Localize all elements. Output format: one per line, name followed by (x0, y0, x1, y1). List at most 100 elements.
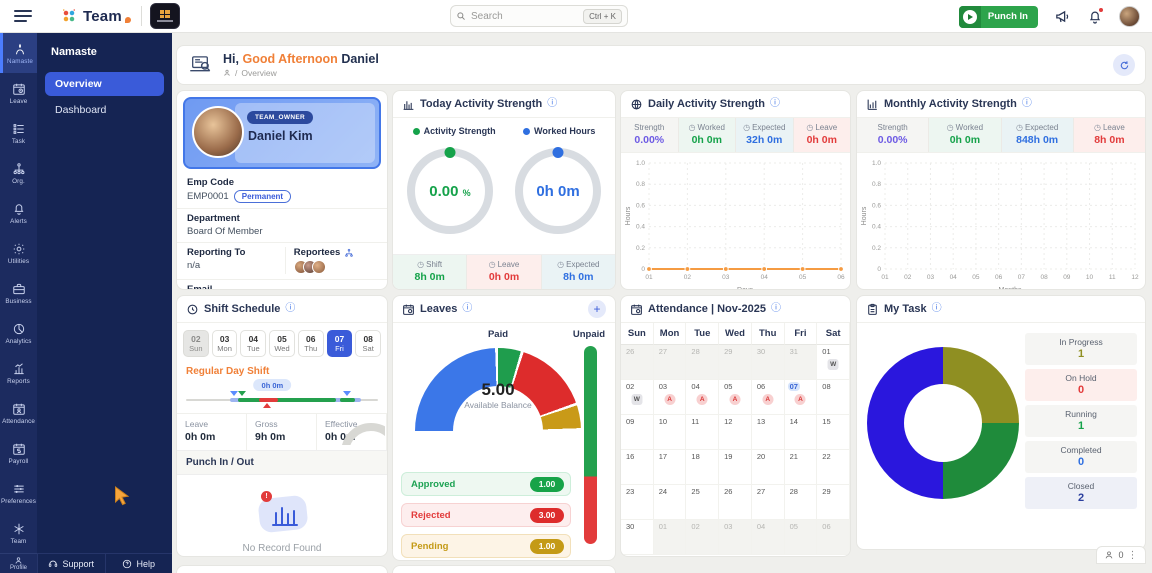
clock-icon: ◷ (688, 123, 696, 132)
calendar-day-07[interactable]: 07 A (784, 380, 818, 415)
sidebar-item-org[interactable]: Org. (0, 153, 37, 193)
calendar-day-01[interactable]: 01 W (817, 345, 850, 380)
sidebar-item-preferences[interactable]: Preferences (0, 473, 37, 513)
calendar-day-16[interactable]: 16 (621, 450, 654, 485)
calendar-day-14[interactable]: 14 (784, 415, 818, 450)
breadcrumb-page[interactable]: Overview (241, 68, 277, 78)
employee-avatar[interactable] (192, 106, 244, 158)
announcements-megaphone-icon[interactable] (1054, 8, 1071, 25)
calendar-day-15[interactable]: 15 (817, 415, 850, 450)
calendar-day-05-muted[interactable]: 05 (784, 520, 818, 555)
calendar-day-29[interactable]: 29 (817, 485, 850, 520)
calendar-day-29-muted[interactable]: 29 (719, 345, 752, 380)
sidebar-item-reports[interactable]: Reports (0, 353, 37, 393)
search-input[interactable] (471, 10, 579, 22)
floating-users-widget[interactable]: 0 ⋮ (1096, 546, 1146, 564)
calendar-day-28-muted[interactable]: 28 (686, 345, 720, 380)
sidebar-item-namaste[interactable]: Namaste (0, 33, 37, 73)
calendar-day-04-muted[interactable]: 04 (751, 520, 785, 555)
calendar-day-24[interactable]: 24 (653, 485, 687, 520)
day-chip-02[interactable]: 02 Sun (183, 330, 209, 357)
help-button[interactable]: Help (104, 553, 172, 573)
calendar-day-04[interactable]: 04 A (686, 380, 720, 415)
calendar-day-01-muted[interactable]: 01 (653, 520, 687, 555)
calendar-day-30[interactable]: 30 (621, 520, 654, 555)
day-chip-08[interactable]: 08 Sat (355, 330, 382, 357)
clipboard-icon (866, 303, 879, 316)
calendar-day-31-muted[interactable]: 31 (784, 345, 818, 380)
sidebar-item-leave[interactable]: Leave (0, 73, 37, 113)
sidebar-item-team[interactable]: Team (0, 513, 37, 553)
calendar-day-03-muted[interactable]: 03 (719, 520, 752, 555)
company-logo[interactable] (149, 3, 180, 29)
support-button[interactable]: Support (37, 553, 105, 573)
calendar-day-28[interactable]: 28 (784, 485, 818, 520)
calendar-day-17[interactable]: 17 (653, 450, 687, 485)
calendar-day-25[interactable]: 25 (686, 485, 720, 520)
sidebar-item-task[interactable]: Task (0, 113, 37, 153)
calendar-day-09[interactable]: 09 (621, 415, 654, 450)
sidebar-item-payroll[interactable]: Payroll (0, 433, 37, 473)
attendance-badge-A: A (762, 394, 774, 405)
day-chip-05[interactable]: 05 Wed (269, 330, 295, 357)
day-chip-04[interactable]: 04 Tue (240, 330, 267, 357)
calendar-day-13[interactable]: 13 (751, 415, 785, 450)
calendar-day-11[interactable]: 11 (686, 415, 720, 450)
sidebar-item-alerts[interactable]: Alerts (0, 193, 37, 233)
calendar-day-23[interactable]: 23 (621, 485, 654, 520)
svg-text:08: 08 (1040, 274, 1048, 281)
calendar-day-26[interactable]: 26 (719, 485, 752, 520)
calendar-day-18[interactable]: 18 (686, 450, 720, 485)
info-icon[interactable]: ⓘ (462, 303, 473, 314)
calendar-day-12[interactable]: 12 (719, 415, 752, 450)
calendar-day-05[interactable]: 05 A (719, 380, 752, 415)
add-leave-button[interactable]: + (588, 300, 606, 318)
day-chip-07[interactable]: 07 Fri (326, 330, 353, 357)
calendar-day-19[interactable]: 19 (719, 450, 752, 485)
calendar-day-26-muted[interactable]: 26 (621, 345, 654, 380)
submenu-item-dashboard[interactable]: Dashboard (55, 104, 107, 116)
info-icon[interactable]: ⓘ (769, 98, 780, 109)
day-chip-03[interactable]: 03 Mon (211, 330, 238, 357)
sidebar-item-business[interactable]: Business (0, 273, 37, 313)
paid-leave-gauge (415, 348, 581, 431)
info-icon[interactable]: ⓘ (931, 303, 942, 314)
info-icon[interactable]: ⓘ (285, 303, 296, 314)
sidebar-item-analytics[interactable]: Analytics (0, 313, 37, 353)
calendar-day-06[interactable]: 06 A (751, 380, 785, 415)
user-avatar[interactable] (1119, 6, 1140, 27)
info-icon[interactable]: ⓘ (771, 303, 782, 314)
calendar-day-22[interactable]: 22 (817, 450, 850, 485)
today-stats: ◷ Shift 8h 0m ◷ Leave 0h 0m ◷ Expected 8h 0m (393, 254, 615, 289)
calendar-day-10[interactable]: 10 (653, 415, 687, 450)
leaves-card: Leaves ⓘ + Paid Unpaid 5.00 Available Ba… (392, 295, 616, 561)
punch-in-button[interactable]: Punch In (958, 5, 1038, 28)
reportees-avatars[interactable] (293, 260, 354, 274)
app-logo[interactable]: Team (60, 7, 131, 25)
more-options-icon[interactable]: ⋮ (1127, 549, 1138, 561)
calendar-day-20[interactable]: 20 (751, 450, 785, 485)
calendar-day-27-muted[interactable]: 27 (653, 345, 687, 380)
notifications-bell-icon[interactable] (1087, 6, 1104, 25)
day-chip-06[interactable]: 06 Thu (297, 330, 324, 357)
calendar-day-27[interactable]: 27 (751, 485, 785, 520)
hamburger-menu-icon[interactable] (14, 10, 32, 22)
calendar-day-02[interactable]: 02 W (621, 380, 654, 415)
info-icon[interactable]: ⓘ (547, 98, 558, 109)
sidebar-item-attendance[interactable]: Attendance (0, 393, 37, 433)
calendar-day-03[interactable]: 03 A (653, 380, 687, 415)
calendar-day-02-muted[interactable]: 02 (686, 520, 720, 555)
calendar-day-06-muted[interactable]: 06 (817, 520, 850, 555)
laptop-search-icon (187, 54, 213, 76)
refresh-button[interactable] (1113, 54, 1135, 76)
calendar-day-21[interactable]: 21 (784, 450, 818, 485)
calendar-day-30-muted[interactable]: 30 (751, 345, 785, 380)
org-chart-icon (345, 248, 354, 257)
submenu-item-overview[interactable]: Overview (45, 72, 164, 96)
global-search[interactable]: Ctrl + K (450, 5, 628, 27)
info-icon[interactable]: ⓘ (1021, 98, 1032, 109)
sidebar-item-utilities[interactable]: Utilities (0, 233, 37, 273)
sidebar-item-profile[interactable]: Profile (0, 553, 37, 573)
svg-text:03: 03 (722, 274, 730, 281)
calendar-day-08[interactable]: 08 (817, 380, 850, 415)
